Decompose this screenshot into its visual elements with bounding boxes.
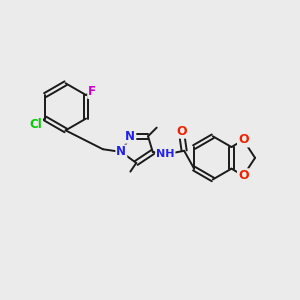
Text: N: N <box>125 130 135 143</box>
Text: O: O <box>238 169 249 182</box>
Text: F: F <box>88 85 96 98</box>
Text: Cl: Cl <box>29 118 42 130</box>
Text: O: O <box>176 125 187 138</box>
Text: N: N <box>116 146 126 158</box>
Text: NH: NH <box>156 149 175 159</box>
Text: O: O <box>238 134 249 146</box>
